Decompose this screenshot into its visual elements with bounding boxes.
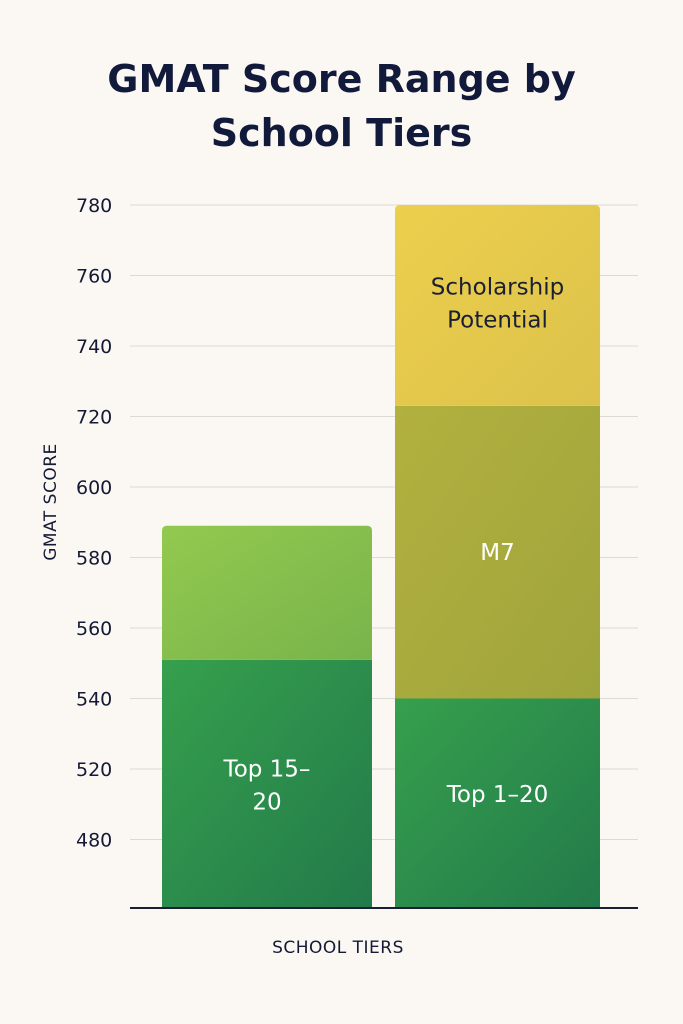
y-tick-label: 580 — [76, 548, 112, 570]
y-tick-label: 520 — [76, 759, 112, 781]
y-tick-label: 480 — [76, 830, 112, 852]
segment-label: Top 1–20 — [446, 782, 549, 808]
segment-label-line: 20 — [252, 790, 281, 816]
y-tick-label: 720 — [76, 407, 112, 429]
y-tick-label: 740 — [76, 336, 112, 358]
y-axis-title: GMAT SCORE — [41, 443, 61, 561]
segment-label-line: Top 1–20 — [446, 782, 549, 808]
bars: Top 15– 20 Top 1–20 M7 Scholarship Potential — [162, 205, 600, 908]
y-tick-label: 600 — [76, 477, 112, 499]
segment-label: M7 — [480, 540, 514, 566]
bar-segment — [395, 698, 600, 908]
segment-label-line: Top 15– — [223, 757, 311, 783]
y-tick-label: 760 — [76, 266, 112, 288]
bar-segment — [395, 405, 600, 699]
bar-1: Top 15– 20 — [162, 525, 372, 908]
segment-label: Scholarship Potential — [431, 275, 564, 334]
y-tick-label: 540 — [76, 689, 112, 711]
y-axis-ticks: 780 760 740 720 600 580 560 540 520 480 — [76, 195, 112, 852]
bar-segment — [162, 659, 372, 908]
y-tick-label: 560 — [76, 618, 112, 640]
chart-title: GMAT Score Range by School Tiers — [0, 52, 683, 160]
segment-label: Top 15– 20 — [223, 757, 311, 816]
segment-label-line: Scholarship — [431, 275, 564, 301]
chart-title-line-1: GMAT Score Range by — [107, 57, 576, 101]
x-axis-title: SCHOOL TIERS — [272, 938, 404, 958]
bar-segment — [395, 205, 600, 406]
y-tick-label: 780 — [76, 195, 112, 217]
bar-2: Top 1–20 M7 Scholarship Potential — [395, 205, 600, 908]
segment-label-line: Potential — [447, 308, 548, 334]
bar-segment — [162, 525, 372, 660]
segment-label-line: M7 — [480, 540, 514, 566]
chart-title-line-2: School Tiers — [210, 111, 473, 155]
